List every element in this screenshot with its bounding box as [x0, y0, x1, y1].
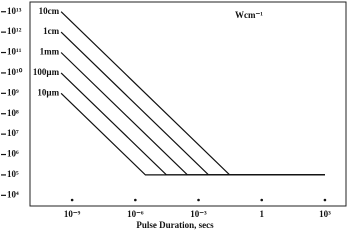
y-tick-label: 10¹³ — [7, 6, 22, 16]
x-tick-label: 10⁻⁶ — [127, 209, 144, 219]
series-label: 10cm — [39, 6, 60, 16]
y-tick-label: 10⁵ — [7, 169, 19, 179]
series-label: 1cm — [43, 26, 59, 36]
y-tick-label: 10⁷ — [7, 128, 19, 138]
y-tick-label: 10⁸ — [7, 108, 19, 118]
x-tick — [197, 198, 200, 202]
series-label: 100µm — [33, 67, 60, 77]
x-tick — [70, 198, 74, 202]
y-tick-label: 10¹² — [7, 26, 22, 36]
series-line — [60, 31, 325, 176]
plot-frame — [29, 1, 347, 207]
y-tick-label: 10⁴ — [7, 189, 19, 199]
x-tick-label: 10³ — [319, 209, 331, 219]
x-tick — [134, 198, 137, 202]
series-line — [60, 92, 325, 176]
x-tick — [323, 198, 327, 202]
series-label: 10µm — [37, 87, 59, 97]
series-label: 1mm — [40, 47, 60, 57]
y-tick-label: 10⁹ — [7, 87, 19, 97]
unit-annotation: Wcm⁻¹ — [235, 10, 263, 20]
x-tick-label: 10⁻⁹ — [64, 209, 81, 219]
x-axis-label: Pulse Duration, secs — [136, 220, 214, 230]
y-tick-label: 10¹⁰ — [7, 67, 23, 77]
x-tick — [260, 198, 264, 202]
x-tick-label: 10⁻³ — [190, 209, 207, 219]
x-tick-label: 1 — [259, 209, 264, 219]
series-line — [60, 11, 325, 176]
y-tick-label: 10¹¹ — [7, 47, 22, 57]
y-tick-label: 10⁶ — [7, 149, 19, 159]
